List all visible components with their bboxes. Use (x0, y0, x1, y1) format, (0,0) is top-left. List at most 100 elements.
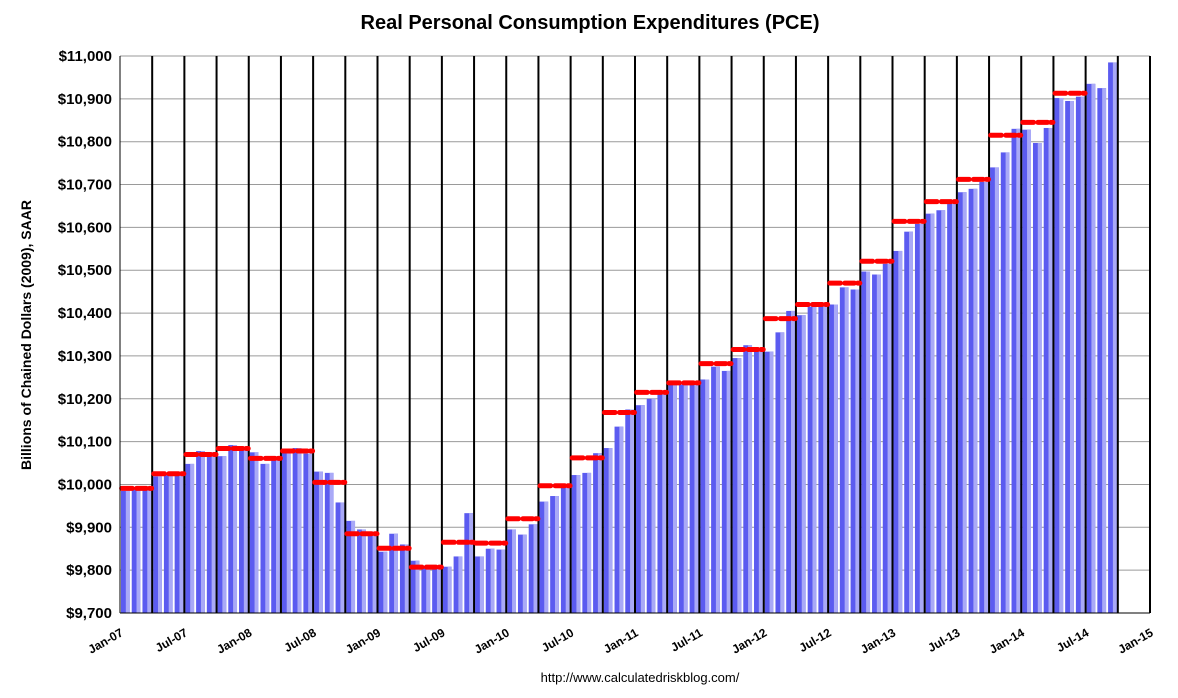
bar (1108, 62, 1117, 613)
y-tick-label: $10,000 (58, 476, 112, 493)
x-tick-label: Jul-11 (668, 625, 705, 654)
bar-highlight (512, 529, 516, 613)
bar (281, 452, 291, 613)
bar-highlight (1048, 127, 1053, 613)
bar (1065, 100, 1074, 613)
bar-highlight (458, 556, 463, 613)
bar (1000, 152, 1010, 613)
bar (442, 566, 452, 613)
bar-highlight (351, 520, 356, 613)
y-axis-label: Billions of Chained Dollars (2009), SAAR (18, 200, 34, 470)
bar (517, 534, 527, 613)
bar (657, 394, 667, 613)
bar-highlight (576, 475, 581, 613)
bar (743, 345, 753, 613)
bar-highlight (715, 366, 720, 613)
bar (807, 306, 817, 613)
bar (335, 502, 345, 613)
bar-highlight (286, 452, 291, 613)
bar (367, 531, 377, 613)
bar-highlight (479, 556, 484, 613)
bar-highlight (651, 398, 656, 613)
bar-highlight (469, 513, 474, 613)
bar (153, 476, 162, 613)
bar (303, 453, 313, 613)
bar (485, 548, 495, 613)
bar-highlight (780, 332, 785, 613)
bar-highlight (276, 458, 280, 613)
bar (475, 556, 484, 613)
quarterly-average-markers (119, 90, 1088, 570)
y-tick-label: $10,500 (58, 262, 112, 279)
bar (389, 533, 398, 613)
x-axis-tick-labels: Jan-07 Jul-07 Jan-08 Jul-08 Jan-09 Jul-09 Jan-… (86, 625, 1156, 656)
x-tick-label: Jan-09 (343, 625, 383, 656)
bar (1086, 83, 1096, 614)
bar-highlight (1059, 97, 1064, 613)
bar-highlight (308, 453, 313, 613)
bar (839, 287, 849, 613)
bar-highlight (801, 315, 806, 613)
y-tick-label: $10,400 (58, 305, 112, 322)
bar-highlight (898, 250, 903, 613)
bar-highlight (200, 451, 205, 613)
bar-highlight (726, 370, 731, 613)
bar-highlight (318, 471, 323, 613)
bar (711, 366, 720, 613)
plot-area (119, 55, 1151, 614)
y-tick-label: $9,800 (66, 562, 112, 579)
bar-highlight (855, 289, 860, 613)
bar-highlight (490, 548, 495, 613)
bar (228, 445, 238, 613)
bar (453, 556, 463, 613)
bar (399, 544, 409, 613)
bar (775, 332, 785, 613)
bar (185, 463, 195, 613)
bar (582, 472, 592, 613)
bar-highlight (887, 263, 892, 613)
bar (121, 490, 130, 613)
bar-highlight (823, 305, 828, 613)
bar (861, 271, 871, 613)
x-tick-label: Jan-11 (601, 625, 641, 656)
bar-highlight (791, 310, 795, 613)
bar-highlight (866, 271, 871, 613)
x-tick-label: Jul-07 (153, 625, 190, 655)
bar-highlight (930, 213, 935, 614)
x-tick-label: Jul-08 (282, 625, 319, 655)
bar (957, 192, 967, 613)
bar-highlight (994, 167, 999, 613)
y-tick-label: $9,900 (66, 519, 112, 536)
bar-highlight (522, 534, 527, 613)
bar-highlight (501, 549, 506, 613)
bar-highlight (533, 524, 538, 613)
bar (357, 529, 366, 613)
quarter-separators (151, 56, 1151, 613)
x-tick-label: Jul-14 (1054, 625, 1091, 655)
bar-highlight (758, 351, 763, 613)
bar-highlight (597, 453, 602, 613)
bar-highlight (630, 409, 634, 613)
x-tick-label: Jan-13 (858, 625, 898, 656)
bar (1022, 129, 1031, 614)
bar-highlight (222, 456, 227, 613)
bar (829, 304, 838, 613)
bar-highlight (436, 565, 441, 613)
bar-highlight (254, 452, 259, 613)
bar (432, 565, 441, 613)
bar (421, 568, 431, 613)
bar-highlight (973, 188, 978, 614)
bar-highlight (672, 381, 677, 613)
bar-highlight (662, 394, 667, 613)
bar (936, 210, 946, 613)
bar-highlight (951, 203, 956, 614)
bar-highlight (640, 405, 645, 613)
bar (196, 451, 205, 613)
bar-highlight (909, 231, 913, 613)
bar (700, 379, 710, 613)
bar (904, 231, 913, 613)
bar-highlight (125, 490, 130, 613)
monthly-bars (121, 62, 1117, 614)
bar-highlight (243, 446, 248, 613)
